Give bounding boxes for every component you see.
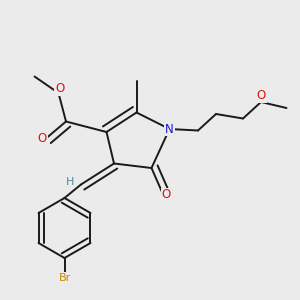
Text: N: N: [165, 122, 174, 136]
Text: O: O: [162, 188, 171, 202]
Text: Br: Br: [58, 273, 70, 283]
Text: O: O: [38, 131, 47, 145]
Text: O: O: [56, 82, 64, 95]
Text: H: H: [65, 177, 74, 187]
Text: O: O: [256, 89, 266, 102]
